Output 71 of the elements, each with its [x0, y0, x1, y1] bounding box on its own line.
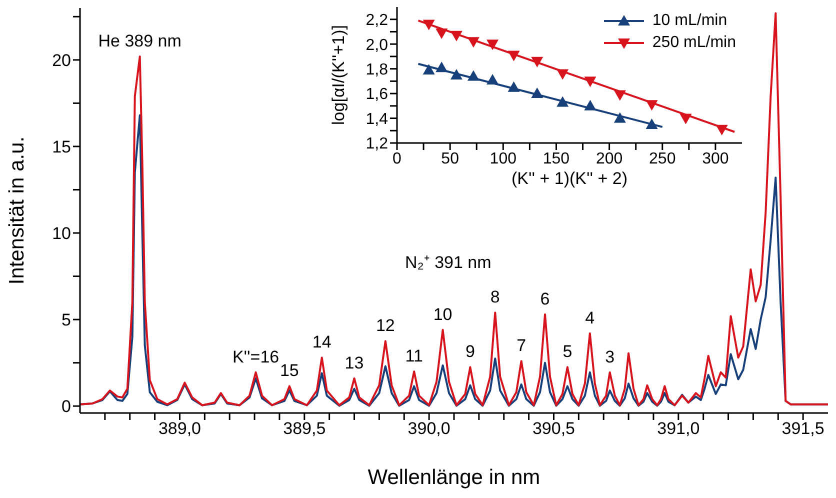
- annotation: 5: [562, 342, 572, 362]
- point: [584, 100, 596, 110]
- point: [467, 70, 480, 81]
- annotation: 11: [405, 346, 423, 366]
- point: [531, 88, 544, 98]
- y-tick-label: 10: [52, 224, 71, 244]
- annotation: 15: [280, 361, 299, 380]
- annotation: He 389 nm: [98, 31, 182, 50]
- annotation: 12: [376, 316, 395, 336]
- point: [450, 30, 462, 42]
- annotation: 14: [312, 332, 332, 352]
- x-tick-label: 390,0: [408, 419, 450, 438]
- y-tick-label: 2,0: [366, 36, 388, 54]
- y-tick-label: 1,6: [366, 86, 388, 104]
- annotation: 8: [490, 288, 500, 307]
- x-tick-label: 250: [649, 150, 676, 168]
- y-axis-title: log[αI/(K''+1)]: [329, 25, 348, 125]
- x-tick-label: 389,5: [283, 419, 326, 438]
- point: [422, 20, 435, 30]
- y-axis-title: Intensität in a.u.: [5, 136, 28, 285]
- x-tick-label: 0: [392, 150, 402, 168]
- y-tick-label: 1,8: [366, 62, 388, 78]
- annotation: N₂⁺ 391 nm: [405, 252, 492, 273]
- point: [680, 114, 692, 124]
- x-tick-label: 300: [702, 150, 729, 168]
- point: [422, 64, 435, 75]
- point: [467, 37, 480, 48]
- x-tick-label: 100: [490, 150, 517, 168]
- annotation: 13: [344, 353, 364, 372]
- point: [614, 90, 626, 101]
- y-tick-label: 15: [52, 137, 71, 156]
- x-tick-label: 200: [596, 150, 623, 168]
- point: [716, 124, 728, 136]
- annotation: 10: [433, 304, 452, 324]
- annotation: 6: [540, 289, 550, 308]
- point: [436, 62, 448, 72]
- y-tick-label: 2,2: [366, 12, 388, 30]
- x-axis-title: (K'' + 1)(K'' + 2): [512, 169, 628, 188]
- x-tick-label: 150: [542, 150, 570, 168]
- point: [556, 69, 569, 80]
- y-tick-label: 20: [52, 50, 71, 70]
- y-tick-label: 1,2: [366, 136, 388, 153]
- x-tick-label: 390,5: [532, 419, 576, 438]
- point: [584, 76, 596, 88]
- annotation: 7: [516, 336, 526, 356]
- annotation: 3: [605, 347, 615, 366]
- point: [508, 81, 520, 92]
- x-tick-label: 391,0: [657, 419, 700, 438]
- annotation: K''=16: [232, 347, 280, 366]
- legend-label: 10 mL/min: [652, 12, 728, 30]
- x-tick-label: 50: [441, 150, 460, 168]
- point: [486, 74, 499, 84]
- y-tick-label: 1,4: [366, 110, 388, 128]
- point: [646, 100, 658, 111]
- point: [531, 56, 544, 68]
- point: [486, 40, 499, 50]
- point: [436, 28, 448, 39]
- x-tick-label: 391,5: [782, 419, 824, 438]
- point: [508, 50, 520, 62]
- x-axis-title: Wellenlänge in nm: [368, 466, 540, 489]
- point: [450, 69, 462, 80]
- annotation: 9: [465, 342, 475, 362]
- y-tick-label: 5: [62, 310, 71, 330]
- point: [646, 118, 658, 129]
- point: [556, 96, 569, 107]
- line-series: [80, 12, 828, 406]
- point: [614, 112, 626, 123]
- x-tick-label: 389,0: [158, 419, 202, 438]
- legend-label: 250 mL/min: [652, 34, 736, 52]
- annotation: 4: [585, 308, 595, 328]
- y-tick-label: 0: [62, 397, 71, 416]
